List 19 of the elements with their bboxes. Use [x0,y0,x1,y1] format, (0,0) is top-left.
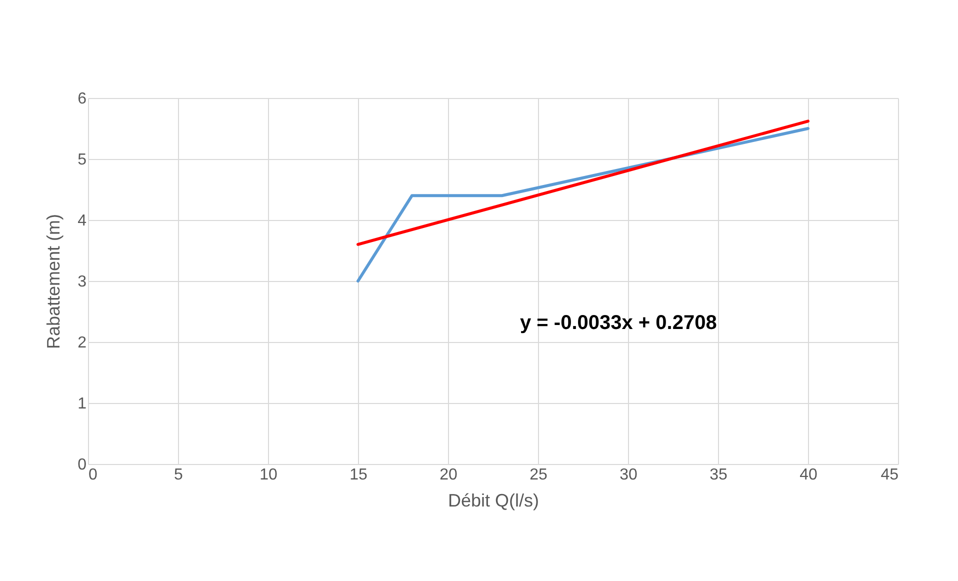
y-tick-label: 1 [78,396,87,412]
x-tick-label: 10 [260,466,278,484]
x-tick-label: 20 [440,466,458,484]
y-tick-label: 3 [78,274,87,290]
y-axis-title: Rabattement (m) [44,214,64,350]
y-tick-label: 6 [78,90,87,108]
x-tick-label: 40 [800,466,818,484]
x-tick-label: 25 [530,466,548,484]
y-tick-label: 4 [78,212,87,230]
y-tick-label: 2 [78,334,87,352]
annotation: y = -0.0033x + 0.2708 [520,312,717,334]
x-tick-label: 45 [880,466,899,484]
x-tick-label: 5 [174,466,184,484]
y-tick-label: 5 [78,152,87,168]
x-tick-label: 15 [350,466,368,484]
x-tick-label: 35 [710,466,728,484]
x-tick-label: 0 [88,466,98,484]
x-axis-title: Débit Q(l/s) [448,490,540,510]
x-tick-label: 30 [620,466,638,484]
